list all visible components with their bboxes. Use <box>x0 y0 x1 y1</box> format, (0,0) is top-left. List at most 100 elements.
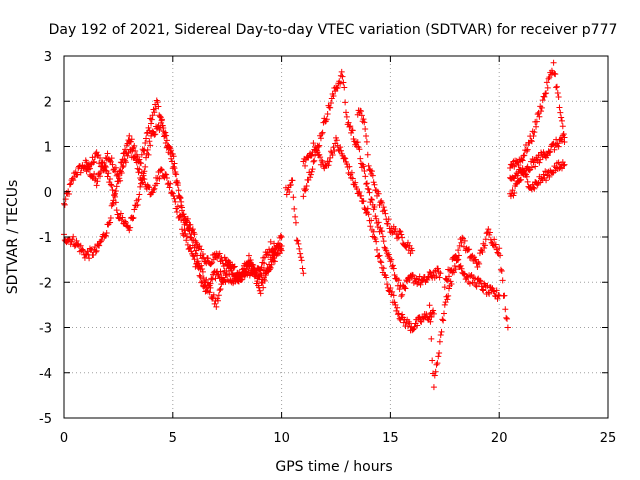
data-point <box>90 159 97 166</box>
series-track-f <box>300 134 437 334</box>
data-point <box>540 171 547 178</box>
data-point <box>217 285 224 292</box>
data-point <box>253 268 260 275</box>
data-point <box>380 204 387 211</box>
data-point <box>338 68 345 75</box>
data-point <box>107 176 114 183</box>
data-point <box>373 215 380 222</box>
series-track-g <box>354 107 416 257</box>
data-point <box>114 211 121 218</box>
data-point <box>197 273 204 280</box>
data-point <box>356 188 363 195</box>
data-point <box>472 282 479 289</box>
data-point <box>176 213 183 220</box>
data-point <box>377 258 384 265</box>
data-point <box>486 229 493 236</box>
data-point <box>341 84 348 91</box>
data-point <box>338 147 345 154</box>
data-point <box>146 184 153 191</box>
data-point <box>399 311 406 318</box>
data-point <box>360 163 367 170</box>
data-point <box>104 173 111 180</box>
y-tick-label: -1 <box>39 231 52 246</box>
data-point <box>384 220 391 227</box>
data-point <box>200 254 207 261</box>
series-track-l <box>507 159 568 193</box>
data-point <box>538 108 545 115</box>
data-point <box>122 159 129 166</box>
data-point <box>319 159 326 166</box>
data-point <box>346 163 353 170</box>
data-point <box>91 158 98 165</box>
data-point <box>95 151 102 158</box>
data-point <box>216 287 223 294</box>
data-point <box>340 79 347 86</box>
data-point <box>437 331 444 338</box>
data-point <box>504 324 511 331</box>
data-point <box>554 90 561 97</box>
data-point <box>73 237 80 244</box>
data-point <box>146 138 153 145</box>
data-point <box>495 292 502 299</box>
data-point <box>354 139 361 146</box>
data-point <box>373 238 380 245</box>
data-point <box>379 228 386 235</box>
data-point <box>136 166 143 173</box>
data-point <box>383 274 390 281</box>
data-point <box>310 158 317 165</box>
data-point <box>362 173 369 180</box>
data-point <box>374 223 381 230</box>
data-point <box>444 296 451 303</box>
data-point <box>428 335 435 342</box>
data-point <box>536 159 543 166</box>
data-point <box>501 292 508 299</box>
data-point <box>417 281 424 288</box>
data-point <box>530 184 537 191</box>
data-point <box>233 273 240 280</box>
data-point <box>358 112 365 119</box>
data-point <box>134 201 141 208</box>
data-point <box>257 290 264 297</box>
data-point <box>143 130 150 137</box>
data-point <box>466 246 473 253</box>
data-point <box>174 182 181 189</box>
data-point <box>97 163 104 170</box>
data-point <box>360 198 367 205</box>
data-point <box>463 274 470 281</box>
data-point <box>166 184 173 191</box>
data-point <box>325 162 332 169</box>
data-point <box>541 93 548 100</box>
data-point <box>479 286 486 293</box>
data-point <box>295 240 302 247</box>
x-axis-label: GPS time / hours <box>275 459 392 475</box>
data-point <box>356 146 363 153</box>
data-point <box>149 189 156 196</box>
data-point <box>245 269 252 276</box>
data-point <box>308 152 315 159</box>
data-point <box>524 178 531 185</box>
data-point <box>177 195 184 202</box>
data-point <box>67 180 74 187</box>
data-point <box>61 201 68 208</box>
data-point <box>348 169 355 176</box>
data-point <box>309 166 316 173</box>
data-point <box>122 219 129 226</box>
data-point <box>543 79 550 86</box>
data-point <box>199 266 206 273</box>
data-point <box>555 143 562 150</box>
data-point <box>286 188 293 195</box>
y-tick-label: 2 <box>44 95 52 110</box>
series-track-a <box>61 97 285 310</box>
data-point <box>183 219 190 226</box>
data-point <box>440 310 447 317</box>
data-point <box>435 353 442 360</box>
data-point <box>560 131 567 138</box>
data-point <box>374 246 381 253</box>
data-point <box>485 289 492 296</box>
data-point <box>70 233 77 240</box>
data-point <box>476 260 483 267</box>
data-point <box>334 84 341 91</box>
data-point <box>384 281 391 288</box>
data-point <box>163 137 170 144</box>
data-point <box>220 263 227 270</box>
